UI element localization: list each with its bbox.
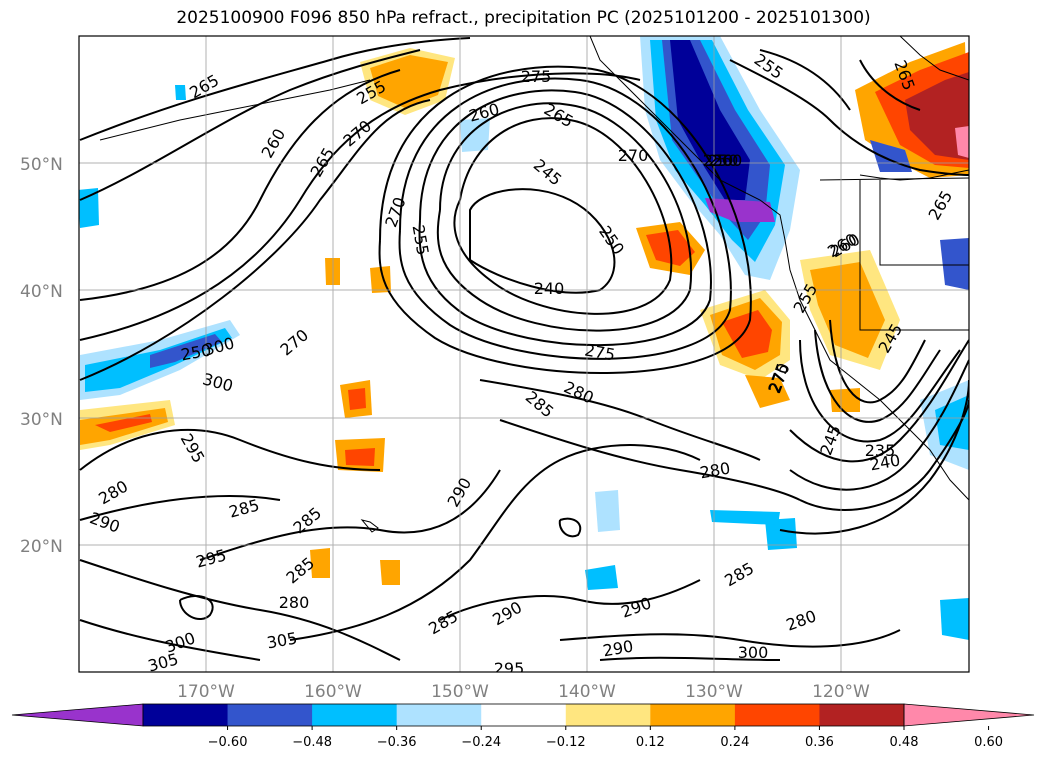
colorbar-segment bbox=[312, 704, 398, 726]
contour-label: 275 bbox=[521, 67, 552, 86]
map-frame bbox=[78, 35, 970, 673]
colorbar-tick-label: 0.24 bbox=[720, 735, 749, 750]
colorbar-tick-label: 0.48 bbox=[890, 735, 919, 750]
contour-label: 250 bbox=[703, 151, 734, 170]
contour-label: 270 bbox=[618, 146, 649, 165]
colorbar-tick-label: −0.60 bbox=[208, 735, 248, 750]
lon-label-120w: 120°W bbox=[812, 682, 870, 702]
colorbar-segment bbox=[227, 704, 313, 726]
colorbar-tick-label: −0.48 bbox=[292, 735, 332, 750]
refractivity-contours bbox=[79, 37, 969, 661]
contour-label: 235 bbox=[865, 441, 896, 460]
lat-label-20n: 20°N bbox=[20, 537, 63, 557]
colorbar-tick-label: 0.36 bbox=[805, 735, 834, 750]
precip-shading bbox=[79, 36, 969, 640]
lon-label-160w: 160°W bbox=[304, 682, 362, 702]
colorbar-tick-label: −0.12 bbox=[546, 735, 586, 750]
colorbar-extend-high bbox=[903, 703, 1035, 727]
contour-label: 260 bbox=[712, 151, 743, 170]
lon-label-140w: 140°W bbox=[558, 682, 616, 702]
colorbar-segment bbox=[734, 704, 820, 726]
lat-label-30n: 30°N bbox=[20, 410, 63, 430]
graticule bbox=[79, 36, 969, 672]
colorbar: −0.60 −0.48 −0.36 −0.24 −0.12 0.12 0.24 0.36 0.4… bbox=[11, 703, 1035, 750]
contour-label: 280 bbox=[279, 593, 310, 612]
colorbar-tick-label: −0.24 bbox=[461, 735, 501, 750]
colorbar-segment bbox=[565, 704, 651, 726]
contour-label: 240 bbox=[534, 279, 565, 298]
contour-label: 305 bbox=[146, 649, 180, 675]
colorbar-segment bbox=[650, 704, 736, 726]
colorbar-segment bbox=[819, 704, 905, 726]
lat-label-50n: 50°N bbox=[20, 155, 63, 175]
colorbar-tick-label: −0.36 bbox=[377, 735, 417, 750]
colorbar-tick-label: 0.60 bbox=[974, 735, 1003, 750]
colorbar-tick-label: 0.12 bbox=[636, 735, 665, 750]
contour-label: 300 bbox=[738, 643, 769, 662]
contour-label: 250 bbox=[708, 151, 739, 170]
lat-label-40n: 40°N bbox=[20, 282, 63, 302]
colorbar-segment bbox=[481, 704, 567, 726]
coastlines bbox=[99, 36, 969, 533]
contour-label: 295 bbox=[494, 659, 525, 678]
lon-label-150w: 150°W bbox=[431, 682, 489, 702]
lon-label-170w: 170°W bbox=[177, 682, 235, 702]
map-title: 2025100900 F096 850 hPa refract., precip… bbox=[176, 8, 871, 28]
colorbar-extend-low bbox=[11, 703, 144, 727]
colorbar-segment bbox=[396, 704, 482, 726]
colorbar-segment bbox=[143, 704, 229, 726]
lon-label-130w: 130°W bbox=[685, 682, 743, 702]
